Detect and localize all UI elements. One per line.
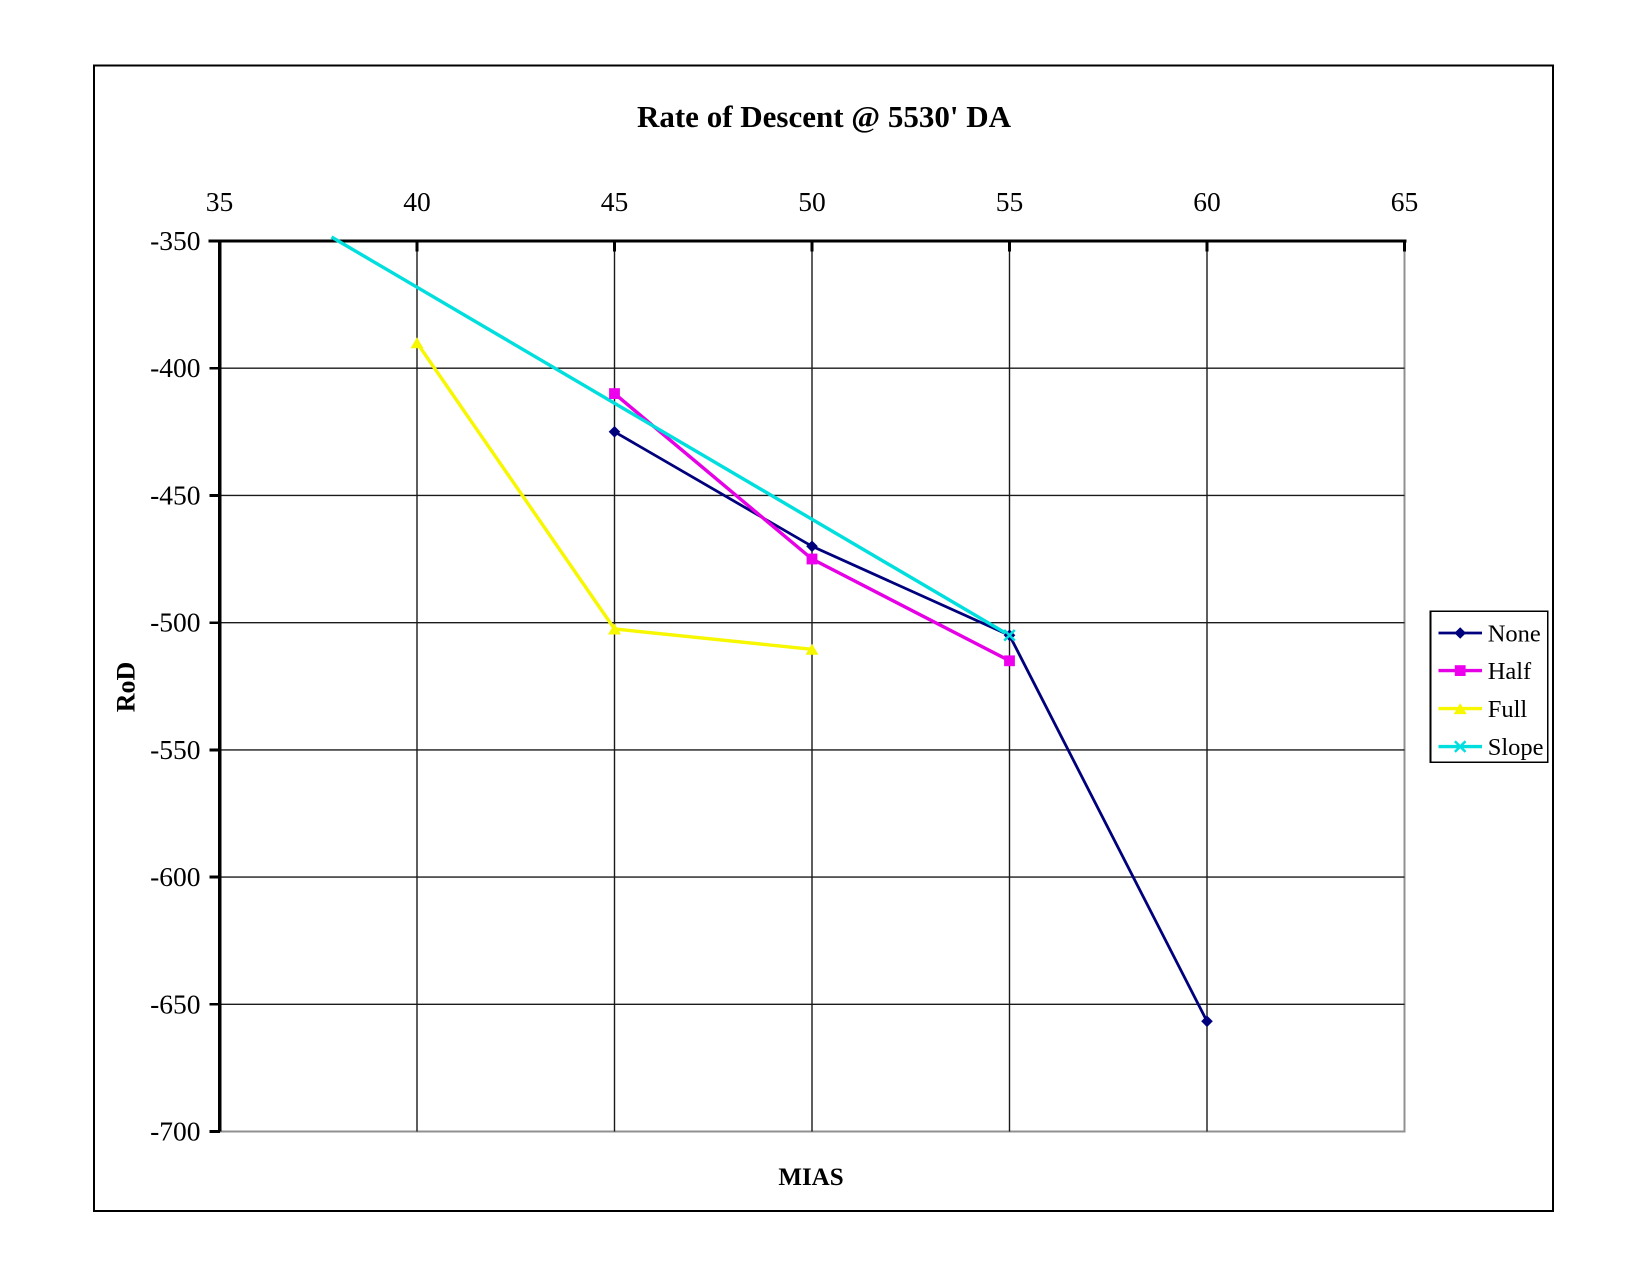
svg-text:Rate of Descent @ 5530' DA: Rate of Descent @ 5530' DA (637, 99, 1012, 134)
svg-text:-450: -450 (150, 479, 200, 510)
svg-text:RoD: RoD (112, 662, 141, 713)
svg-text:45: 45 (601, 186, 629, 217)
svg-text:-700: -700 (150, 1116, 200, 1147)
svg-text:None: None (1488, 620, 1541, 647)
svg-text:65: 65 (1391, 186, 1419, 217)
svg-text:60: 60 (1193, 186, 1221, 217)
svg-text:Slope: Slope (1488, 734, 1544, 761)
svg-text:-500: -500 (150, 607, 200, 638)
svg-text:50: 50 (798, 186, 826, 217)
svg-text:40: 40 (403, 186, 431, 217)
svg-text:35: 35 (206, 186, 234, 217)
svg-text:-400: -400 (150, 352, 200, 383)
svg-text:MIAS: MIAS (778, 1164, 843, 1191)
svg-text:Full: Full (1488, 696, 1528, 723)
svg-text:-650: -650 (150, 988, 200, 1019)
svg-text:55: 55 (996, 186, 1024, 217)
svg-text:-550: -550 (150, 734, 200, 765)
svg-text:-600: -600 (150, 861, 200, 892)
svg-text:Half: Half (1488, 658, 1532, 685)
svg-text:-350: -350 (150, 225, 200, 256)
